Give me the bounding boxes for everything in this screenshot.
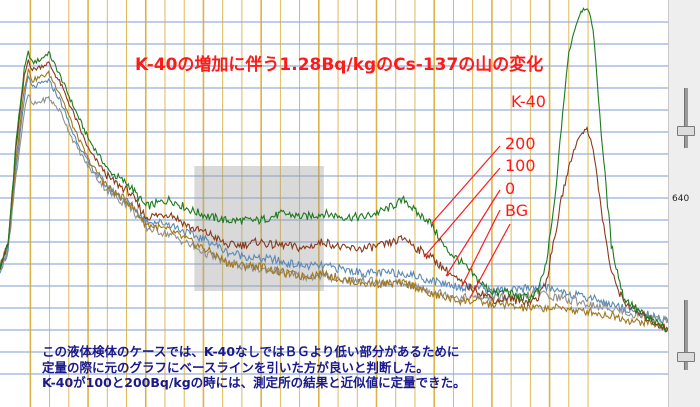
legend-label-bg: BG xyxy=(505,201,529,220)
side-value-label: 640 xyxy=(672,194,690,204)
upper-slider-track[interactable] xyxy=(684,88,688,148)
series-line-200 xyxy=(0,59,668,333)
legend-label-k40: K-40 xyxy=(511,92,546,111)
legend-label-100: 100 xyxy=(505,156,536,175)
series-line-bg xyxy=(0,74,668,324)
series-line-k40 xyxy=(0,7,668,333)
legend-label-200: 200 xyxy=(505,134,536,153)
pointer-line-0 xyxy=(431,145,501,224)
annotation-line-3: K-40が100と200Bq/kgの時には、測定所の結果と近似値に定量できた。 xyxy=(42,375,466,390)
pointer-line-1 xyxy=(423,167,501,258)
annotation-line-1: この液体検体のケースでは、K-40なしではＢＧより低い部分があるために xyxy=(42,344,460,359)
annotation-note: この液体検体のケースでは、K-40なしではＢＧより低い部分があるために 定量の際… xyxy=(42,344,466,391)
upper-slider-thumb[interactable] xyxy=(677,126,695,136)
legend-label-0: 0 xyxy=(505,179,516,198)
series-line-100 xyxy=(0,67,668,333)
spectrum-chart xyxy=(0,0,668,407)
pointer-line-3 xyxy=(461,209,501,287)
series-line-0 xyxy=(0,94,668,325)
pointer-line-4 xyxy=(469,223,511,299)
chart-title: K-40の増加に伴う1.28Bq/kgのCs-137の山の変化 xyxy=(135,55,544,75)
side-control-panel xyxy=(668,0,700,407)
lower-slider-track[interactable] xyxy=(684,300,688,370)
pointer-line-2 xyxy=(445,189,501,277)
lower-slider-thumb[interactable] xyxy=(677,352,695,362)
annotation-line-2: 定量の際に元のグラフにベースラインを引いた方が良いと判断した。 xyxy=(42,359,429,375)
